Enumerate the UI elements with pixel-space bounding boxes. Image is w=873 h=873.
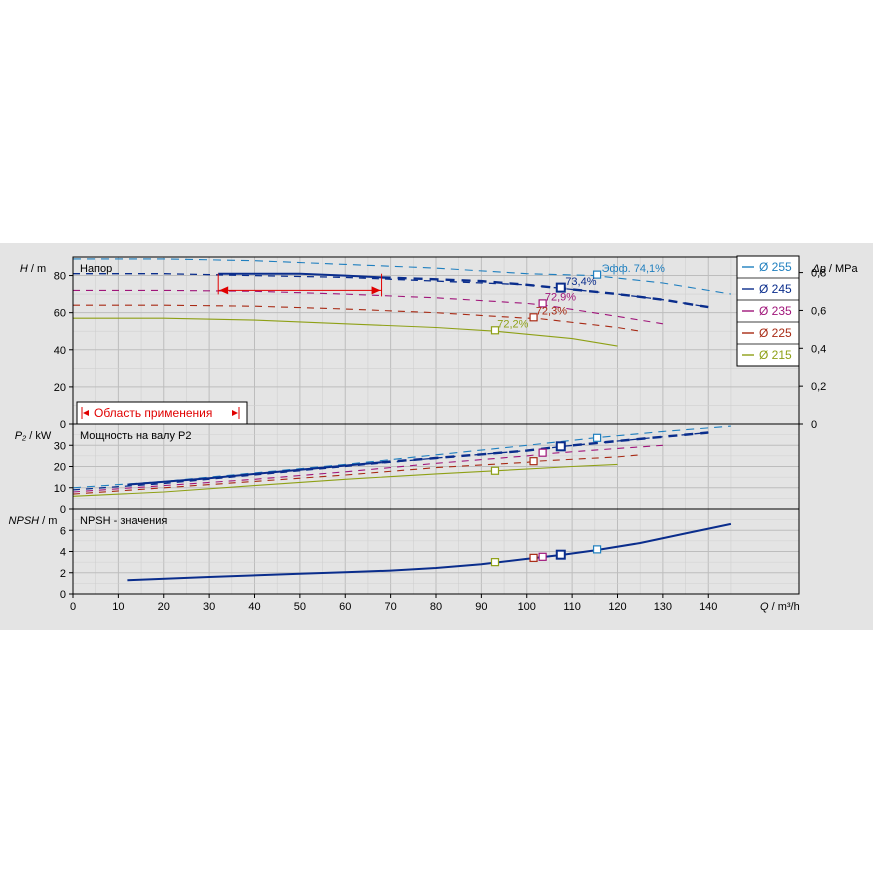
head-efficiency-label-d245: 73,4% [565,276,596,288]
npsh-y-axis-label: NPSH / m [9,515,58,527]
power-y-tick-label: 0 [60,504,66,516]
power-y-tick-label: 30 [54,440,66,452]
head-operating-curve-tail [381,276,709,309]
head-marker-d245 [555,282,566,293]
range-arrow-left [219,286,229,295]
power-series-d255 [72,425,731,489]
axis-layer: 0 10 20 30 40 50 60 70 80 90 100 110 120 130 140 Q / m³… [9,256,859,613]
power-series-d215 [72,463,618,497]
range-arrow-right [371,286,381,295]
head-panel-title: Напор [80,263,112,275]
right-y-axis-label: Δp / MPa [811,263,858,275]
right-y-tick-label: 0,2 [811,381,826,393]
power-series-d225 [72,454,641,495]
right-y-tick-label: 0,6 [811,305,826,317]
x-tick-label: 10 [112,601,124,613]
npsh-y-tick-label: 4 [60,547,66,559]
legend-label-d235: Ø 235 [759,304,792,318]
x-tick-label: 140 [699,601,717,613]
power-marker-d225 [529,457,538,466]
head-efficiency-label-d235: 72,9% [545,292,576,304]
head-series-d255 [73,258,731,295]
head-y-tick-label: 20 [54,382,66,394]
range-box-arrow-left [83,410,89,416]
right-y-tick-label: 0,4 [811,343,826,355]
x-tick-label: 0 [70,601,76,613]
power-panel-title: Мощность на валу P2 [80,430,192,442]
npsh-marker-d215 [490,558,500,567]
power-y-axis-label: P₂ / kW [15,430,52,442]
power-series-d235 [72,444,663,493]
head-operating-curve [218,272,382,279]
power-operating-curve [127,461,382,486]
legend-label-d255: Ø 255 [759,260,792,274]
label-layer: Напор Эфф. 74,1% 73,4% 72,9% 72,3% 72,2% Мощно… [76,255,800,527]
legend-label-d215: Ø 215 [759,348,792,362]
npsh-y-tick-label: 0 [60,589,66,601]
npsh-y-tick-label: 2 [60,568,66,580]
chart-svg: 0 10 20 30 40 50 60 70 80 90 100 110 120 130 140 Q / m³… [0,243,873,630]
x-tick-label: 120 [608,601,626,613]
x-tick-label: 100 [518,601,536,613]
pump-curve-chart: 0 10 20 30 40 50 60 70 80 90 100 110 120 130 140 Q / m³… [0,243,873,630]
npsh-marker-d255 [592,545,602,554]
x-tick-label: 60 [339,601,351,613]
head-y-tick-label: 0 [60,419,66,431]
npsh-operating-curve [127,522,732,582]
power-operating-curve-tail [381,431,709,464]
npsh-panel-frame [72,508,800,595]
x-tick-label: 110 [563,601,581,613]
head-efficiency-label-d225: 72,3% [536,306,567,318]
npsh-marker-d235 [538,552,547,561]
power-marker-d235 [538,448,547,457]
head-series-d215 [73,317,618,347]
application-range-label: Область применения [94,406,212,420]
x-tick-label: 70 [385,601,397,613]
x-axis-label: Q / m³/h [760,601,800,613]
power-marker-d215 [490,466,500,475]
power-y-tick-label: 20 [54,462,66,474]
legend-label-d225: Ø 225 [759,326,792,340]
head-y-tick-label: 60 [54,308,66,320]
power-marker-d255 [592,433,602,442]
head-y-axis-label: H / m [20,263,46,275]
x-tick-label: 30 [203,601,215,613]
head-marker-d235 [538,299,547,308]
x-tick-label: 90 [475,601,487,613]
x-tick-label: 20 [158,601,170,613]
right-y-tick-label: 0,8 [811,268,826,280]
npsh-panel-title: NPSH - значения [80,515,167,527]
application-range-box [76,401,248,425]
x-tick-label: 130 [654,601,672,613]
head-y-tick-label: 80 [54,271,66,283]
npsh-marker-d225 [529,553,538,562]
npsh-y-tick-label: 6 [60,525,66,537]
x-tick-label: 40 [248,601,260,613]
power-y-tick-label: 10 [54,483,66,495]
legend-label-d245: Ø 245 [759,282,792,296]
power-marker-d245 [555,441,566,452]
right-y-tick-label: 0 [811,419,817,431]
range-box-arrow-right [232,410,238,416]
head-marker-d215 [490,326,500,335]
head-efficiency-label-d255: Эфф. 74,1% [602,263,666,275]
head-marker-d225 [529,313,538,322]
head-y-tick-label: 40 [54,345,66,357]
head-efficiency-label-d215: 72,2% [497,319,528,331]
head-series-d245 [73,273,709,308]
head-marker-d255 [592,270,602,279]
npsh-marker-d245 [555,549,566,560]
head-series-d235 [73,289,663,325]
series-layer [72,258,732,582]
x-tick-label: 50 [294,601,306,613]
head-series-d225 [73,304,641,332]
x-tick-label: 80 [430,601,442,613]
